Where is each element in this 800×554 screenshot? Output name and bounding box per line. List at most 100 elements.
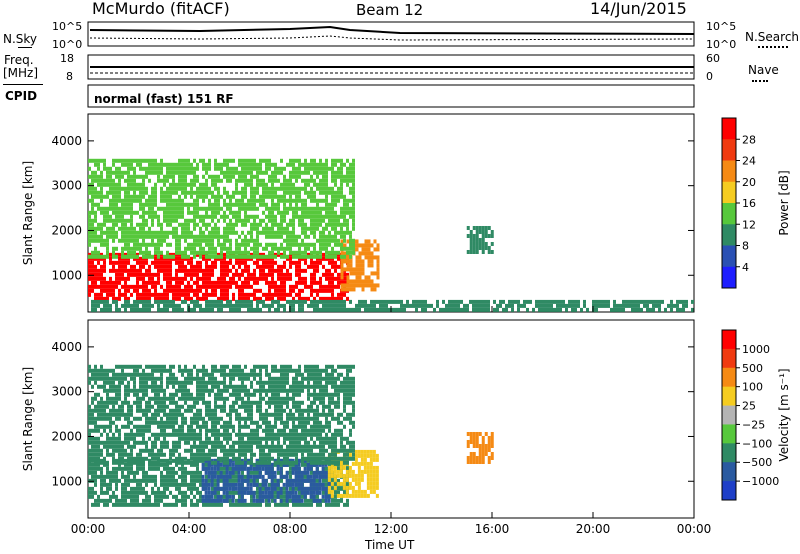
data-cell [288, 494, 292, 499]
data-cell [214, 162, 217, 167]
data-cell [109, 416, 112, 421]
data-cell [316, 186, 319, 191]
data-cell [267, 474, 271, 479]
data-cell [196, 412, 199, 417]
data-cell [160, 404, 163, 409]
data-cell [250, 226, 253, 231]
data-cell [253, 296, 256, 301]
data-cell [106, 254, 109, 259]
data-cell [247, 230, 250, 235]
data-cell [106, 490, 109, 495]
data-cell [472, 237, 476, 242]
data-cell [103, 380, 106, 385]
data-cell [211, 242, 214, 247]
data-cell [340, 275, 344, 280]
data-cell [412, 303, 415, 308]
data-cell [166, 214, 169, 219]
data-cell [241, 292, 244, 297]
data-cell [100, 372, 103, 377]
data-cell [289, 198, 292, 203]
data-cell [184, 292, 187, 297]
data-cell [271, 178, 274, 183]
data-cell [187, 190, 190, 195]
data-cell [229, 276, 232, 281]
data-cell [298, 174, 301, 179]
data-cell [229, 478, 232, 483]
data-cell [109, 470, 112, 475]
data-cell [193, 494, 196, 499]
data-cell [145, 444, 148, 449]
data-cell [303, 486, 307, 491]
data-cell [313, 158, 316, 163]
data-cell [339, 469, 343, 474]
data-cell [475, 299, 478, 304]
data-cell [261, 474, 265, 479]
data-cell [202, 444, 205, 449]
data-cell [115, 280, 118, 285]
data-cell [490, 249, 494, 254]
data-cell [139, 202, 142, 207]
data-cell [190, 482, 193, 487]
data-cell [118, 392, 121, 397]
data-cell [136, 194, 139, 199]
data-cell [264, 482, 268, 487]
data-cell [166, 190, 169, 195]
data-cell [112, 162, 115, 167]
data-cell [346, 272, 349, 277]
data-cell [346, 198, 349, 203]
data-cell [295, 166, 298, 171]
data-cell [310, 260, 313, 265]
data-cell [553, 307, 556, 312]
data-cell [253, 174, 256, 179]
data-cell [139, 440, 142, 445]
data-cell [226, 284, 229, 289]
data-cell [363, 449, 367, 454]
data-cell [255, 482, 259, 487]
data-cell [196, 380, 199, 385]
data-cell [199, 246, 202, 251]
data-cell [166, 420, 169, 425]
data-cell [310, 250, 313, 255]
data-cell [196, 238, 199, 243]
data-cell [178, 396, 181, 401]
data-cell [340, 242, 343, 247]
data-cell [283, 502, 286, 507]
data-cell [184, 218, 187, 223]
data-cell [454, 307, 457, 312]
data-cell [271, 206, 274, 211]
data-cell [355, 247, 359, 252]
data-cell [109, 190, 112, 195]
data-cell [295, 502, 298, 507]
data-cell [337, 490, 340, 495]
data-cell [358, 243, 362, 248]
data-cell [325, 186, 328, 191]
data-cell [352, 242, 355, 247]
data-cell [103, 368, 106, 373]
data-region [88, 364, 355, 465]
data-cell [103, 280, 106, 285]
data-cell [202, 400, 205, 405]
data-cell [133, 444, 136, 449]
data-cell [256, 296, 259, 301]
data-cell [271, 260, 274, 265]
data-cell [163, 440, 166, 445]
data-cell [244, 276, 247, 281]
data-cell [220, 292, 223, 297]
data-cell [94, 372, 97, 377]
data-cell [328, 260, 331, 265]
data-cell [307, 170, 310, 175]
data-cell [202, 238, 205, 243]
data-cell [133, 166, 136, 171]
data-cell [187, 303, 190, 308]
data-cell [151, 452, 154, 457]
data-cell [475, 307, 478, 312]
data-cell [199, 218, 202, 223]
data-cell [466, 307, 469, 312]
data-cell [574, 299, 577, 304]
data-cell [229, 242, 232, 247]
data-cell [136, 268, 139, 273]
data-cell [253, 206, 256, 211]
data-cell [277, 230, 280, 235]
data-cell [364, 247, 368, 252]
data-cell [283, 250, 286, 255]
